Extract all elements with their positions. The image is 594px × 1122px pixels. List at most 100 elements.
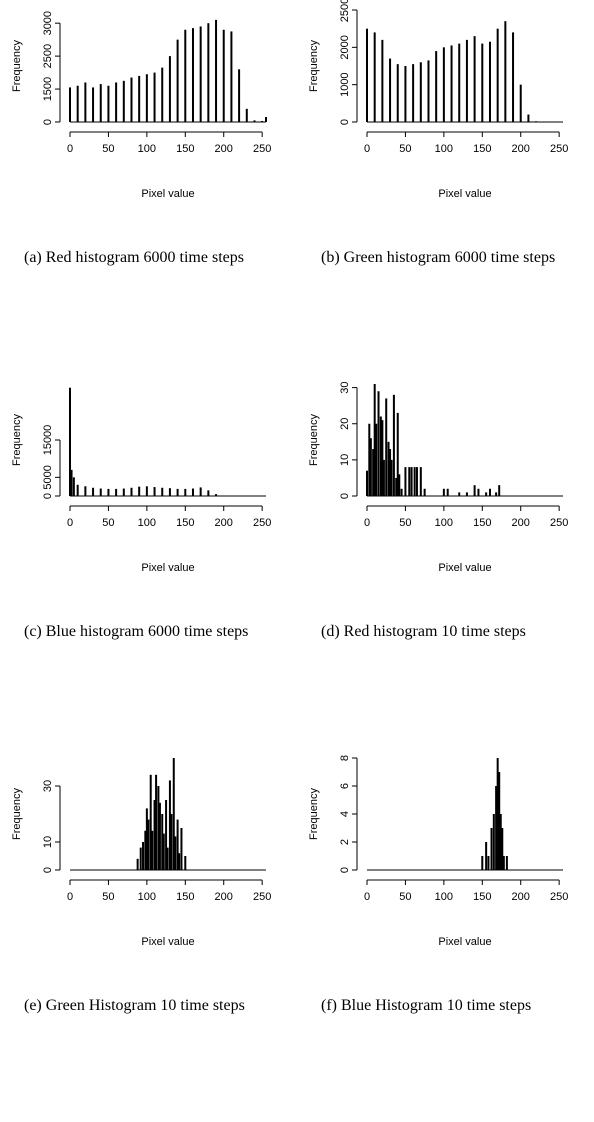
histogram-bar: [84, 486, 87, 496]
histogram-bar: [498, 485, 501, 496]
x-tick-label: 0: [67, 891, 73, 903]
histogram-bar: [184, 488, 187, 496]
histogram-bar: [415, 467, 418, 496]
x-tick-label: 200: [512, 891, 530, 903]
histogram-bar: [477, 488, 480, 496]
histogram-bar: [161, 814, 164, 870]
histogram-bar: [151, 830, 154, 870]
histogram-bar: [427, 60, 430, 122]
histogram-bar: [485, 842, 488, 870]
histogram-panel: 0 50 100 150 200 250 0 5000 15000 Pixel value Freq…: [0, 374, 297, 748]
x-tick-label: 150: [473, 143, 491, 155]
histogram-bar: [69, 387, 71, 496]
histogram-bar: [70, 469, 73, 496]
histogram-panel: 0 50 100 150 200 250 0 2 4 6 8 Pixel value Frequency…: [297, 748, 594, 1122]
histogram-bar: [168, 488, 171, 496]
figure-caption: (c) Blue histogram 6000 time steps: [24, 623, 249, 640]
x-axis-label: Pixel value: [438, 936, 491, 948]
histogram-bar: [136, 858, 139, 870]
histogram-bar: [446, 488, 449, 496]
y-tick-label: 0: [42, 119, 54, 125]
x-tick-label: 200: [215, 517, 233, 529]
y-tick-label: 20: [339, 418, 351, 430]
histogram-bar: [207, 490, 210, 496]
figure-caption: (a) Red histogram 6000 time steps: [24, 249, 244, 266]
histogram-bar: [527, 114, 530, 122]
histogram-bar: [481, 43, 484, 122]
histogram-bar: [387, 441, 390, 496]
histogram-bar: [499, 814, 502, 870]
y-tick-label: 1000: [339, 72, 351, 96]
histogram-bar: [72, 477, 75, 496]
histogram-bar: [145, 74, 148, 122]
histogram-bar: [458, 492, 461, 496]
histogram-bar: [144, 830, 147, 870]
histogram-bar: [366, 28, 368, 123]
histogram-bar: [502, 856, 505, 870]
histogram-bar: [519, 84, 522, 122]
histogram-bar: [107, 85, 110, 122]
histogram-bar: [465, 492, 468, 496]
histogram-bar: [496, 758, 499, 870]
histogram-bar: [207, 23, 210, 123]
histogram-bar: [492, 814, 495, 870]
x-axis-label: Pixel value: [141, 188, 194, 200]
histogram-bar: [398, 474, 401, 496]
histogram-bar: [375, 423, 378, 496]
figure-caption: (e) Green Histogram 10 time steps: [24, 997, 245, 1014]
x-tick-label: 100: [435, 517, 453, 529]
histogram-bar: [385, 398, 388, 496]
histogram-bar: [162, 833, 165, 870]
histogram-bar: [115, 488, 118, 496]
histogram-bar: [157, 786, 160, 870]
histogram-bar: [168, 780, 171, 870]
histogram-bar: [390, 459, 393, 496]
histogram-bar: [199, 26, 202, 122]
histogram-bar: [184, 29, 187, 122]
histogram-bar: [490, 828, 493, 870]
histogram-bar: [379, 416, 382, 496]
x-tick-label: 250: [550, 143, 568, 155]
histogram-chart: 0 50 100 150 200 250 0 10 30 Pixel value Frequency: [11, 758, 271, 948]
histogram-bar: [184, 856, 187, 870]
histogram-bar: [138, 75, 141, 122]
histogram-bar: [222, 29, 225, 122]
histogram-bar: [176, 488, 179, 496]
histogram-bar: [473, 36, 476, 123]
y-tick-label: 0: [339, 119, 351, 125]
y-tick-label: 10: [339, 454, 351, 466]
histogram-bar: [404, 467, 407, 496]
histogram-bar: [122, 80, 125, 122]
histogram-bar: [366, 470, 368, 496]
histogram-bar: [382, 459, 385, 496]
histogram-panel: 0 50 100 150 200 250 0 1000 2000 2500 Pixel value F…: [297, 0, 594, 374]
x-tick-label: 150: [473, 891, 491, 903]
x-tick-label: 250: [550, 891, 568, 903]
histogram-bar: [488, 41, 491, 122]
x-tick-label: 150: [176, 891, 194, 903]
histogram-bar: [238, 69, 241, 122]
histogram-bar: [396, 64, 399, 122]
histogram-bar: [419, 62, 422, 122]
histogram-bar: [142, 842, 145, 870]
x-tick-label: 150: [176, 143, 194, 155]
x-tick-label: 0: [364, 517, 370, 529]
y-axis-label: Frequency: [11, 414, 23, 466]
histogram-bar: [122, 488, 125, 496]
histogram-bar: [396, 412, 399, 496]
y-tick-label: 4: [339, 811, 351, 817]
x-tick-label: 200: [215, 143, 233, 155]
y-tick-label: 5000: [42, 465, 54, 489]
y-tick-label: 0: [339, 867, 351, 873]
histogram-bar: [191, 28, 194, 123]
histogram-bar: [501, 828, 504, 870]
histogram-bar: [395, 477, 398, 496]
y-tick-label: 3000: [42, 11, 54, 35]
y-tick-label: 6: [339, 783, 351, 789]
y-axis-label: Frequency: [308, 40, 320, 92]
histogram-chart: 0 50 100 150 200 250 0 5000 15000 Pixel value Freq…: [11, 387, 271, 574]
histogram-bar: [413, 467, 416, 496]
histogram-bar: [168, 56, 171, 122]
figure-caption: (b) Green histogram 6000 time steps: [321, 249, 556, 266]
